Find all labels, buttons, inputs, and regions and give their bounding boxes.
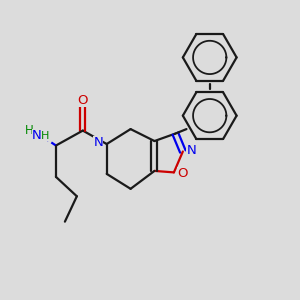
Text: N: N — [32, 130, 41, 142]
Text: H: H — [41, 131, 50, 141]
Text: H: H — [25, 124, 33, 137]
Text: N: N — [186, 143, 196, 157]
Text: O: O — [177, 167, 188, 180]
Text: O: O — [78, 94, 88, 107]
Text: N: N — [94, 136, 103, 149]
